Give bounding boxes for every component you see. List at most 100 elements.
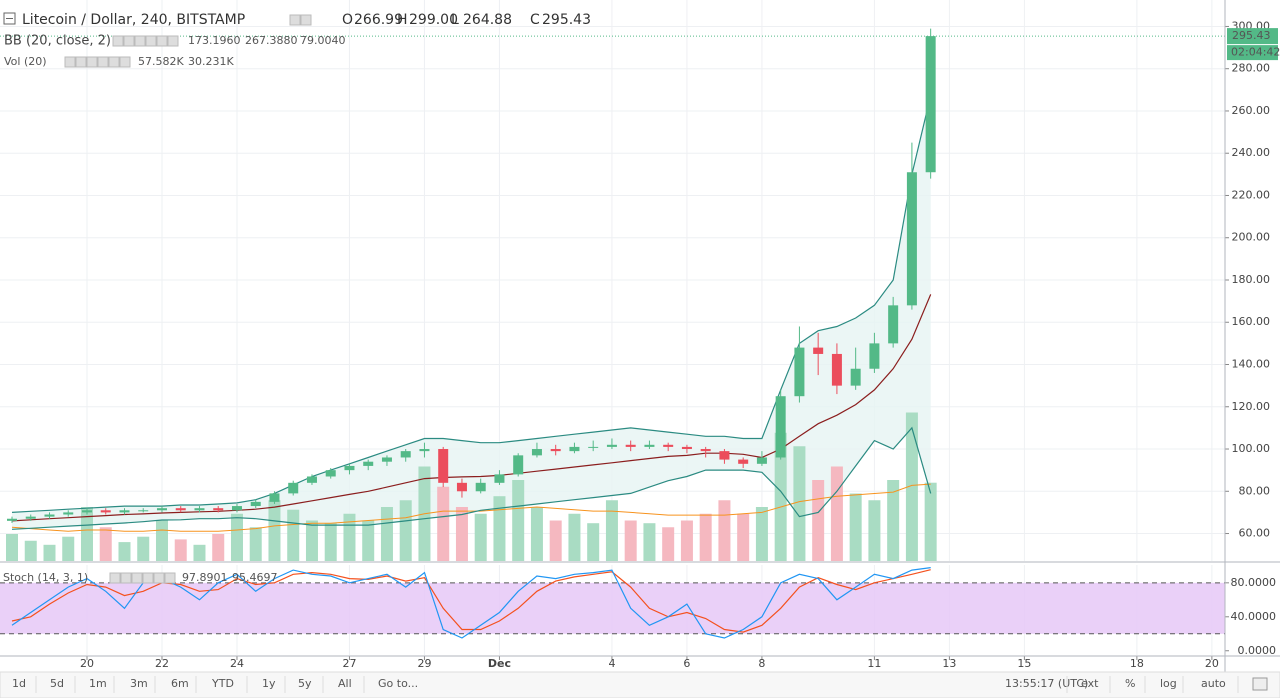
y-tick-label: 260.00 — [1232, 104, 1271, 117]
option-button[interactable]: ext — [1081, 677, 1099, 690]
legend-icon[interactable] — [145, 35, 157, 47]
candle-body — [663, 444, 674, 447]
y-tick-label: 0.0000 — [1238, 644, 1277, 657]
x-tick-label: 27 — [342, 657, 356, 670]
legend-icon[interactable] — [289, 14, 301, 26]
volume-bar — [287, 509, 300, 561]
volume-bar — [99, 527, 112, 561]
candle-body — [269, 493, 280, 502]
range-button[interactable]: 1m — [89, 677, 107, 690]
stoch-title: Stoch (14, 3, 1) — [3, 571, 88, 584]
range-button[interactable]: YTD — [211, 677, 234, 690]
legend-icon[interactable] — [86, 56, 98, 68]
x-tick-label: Dec — [488, 657, 511, 670]
volume-bar — [924, 482, 937, 561]
legend-icon[interactable] — [164, 572, 176, 584]
y-tick-label: 120.00 — [1232, 400, 1271, 413]
x-tick-label: 20 — [1205, 657, 1219, 670]
volume-bar — [80, 507, 93, 561]
stoch-value: 97.8901 — [182, 571, 228, 584]
x-tick-label: 24 — [230, 657, 244, 670]
volume-bar — [305, 520, 318, 561]
volume-bar — [268, 500, 281, 561]
y-tick-label: 100.00 — [1232, 442, 1271, 455]
option-button[interactable]: % — [1125, 677, 1135, 690]
legend-icon[interactable] — [167, 35, 179, 47]
volume-bar — [43, 544, 56, 561]
legend-icon[interactable] — [123, 35, 135, 47]
range-button[interactable]: 3m — [130, 677, 148, 690]
ohlc-label: H — [397, 12, 408, 28]
legend-icon[interactable] — [300, 14, 312, 26]
candle-body — [756, 457, 767, 464]
candle-body — [438, 449, 449, 483]
countdown-tag — [1227, 45, 1278, 61]
option-button[interactable]: log — [1160, 677, 1177, 690]
volume-bar — [512, 480, 525, 561]
volume-bar — [680, 520, 693, 561]
candle-body — [494, 474, 505, 483]
range-button[interactable]: 5d — [50, 677, 64, 690]
legend-icon[interactable] — [64, 56, 76, 68]
ohlc-label: C — [530, 12, 540, 28]
candle-body — [306, 476, 317, 483]
legend-icon[interactable] — [109, 572, 121, 584]
legend-icon[interactable] — [134, 35, 146, 47]
option-button[interactable]: auto — [1201, 677, 1226, 690]
bb-value: 267.3880 — [245, 34, 298, 47]
volume-bar — [699, 513, 712, 561]
range-button[interactable]: 6m — [171, 677, 189, 690]
volume-bar — [118, 542, 131, 561]
x-tick-label: 4 — [608, 657, 615, 670]
legend-icon[interactable] — [75, 56, 87, 68]
volume-bar — [755, 507, 768, 561]
legend-icon[interactable] — [112, 35, 124, 47]
volume-bar — [5, 534, 18, 561]
legend-icon[interactable] — [119, 56, 131, 68]
range-button[interactable]: 1y — [262, 677, 276, 690]
candle-body — [363, 461, 374, 466]
candle-body — [344, 465, 355, 471]
legend-icon[interactable] — [108, 56, 120, 68]
bb-value: 173.1960 — [188, 34, 241, 47]
candle-body — [550, 449, 561, 452]
candle-body — [869, 343, 880, 369]
goto-button[interactable]: Go to... — [378, 677, 418, 690]
candle-body — [119, 510, 130, 513]
stoch-band — [0, 582, 1225, 634]
range-button[interactable]: 5y — [298, 677, 312, 690]
candle-body — [606, 444, 617, 447]
ohlc-label: O — [342, 12, 353, 28]
ohlc-value: 299.00 — [409, 12, 458, 28]
legend-icon[interactable] — [131, 572, 143, 584]
volume-bar — [662, 527, 675, 561]
x-tick-label: 13 — [942, 657, 956, 670]
volume-bar — [830, 466, 843, 561]
volume-bar — [812, 480, 825, 561]
price-tag-label: 295.43 — [1232, 29, 1271, 42]
candle-body — [381, 457, 392, 462]
legend-icon[interactable] — [120, 572, 132, 584]
y-tick-label: 140.00 — [1232, 358, 1271, 371]
settings-icon[interactable] — [1252, 677, 1268, 691]
legend-icon[interactable] — [153, 572, 165, 584]
candle-body — [288, 482, 299, 494]
candle-body — [475, 482, 486, 492]
range-button[interactable]: All — [338, 677, 352, 690]
volume-bar — [605, 500, 618, 561]
range-button[interactable]: 1d — [12, 677, 26, 690]
candle-body — [888, 305, 899, 344]
y-tick-label: 80.00 — [1239, 484, 1271, 497]
legend-icon[interactable] — [156, 35, 168, 47]
legend-icon[interactable] — [142, 572, 154, 584]
candle-body — [831, 353, 842, 386]
bb-title: BB (20, close, 2) — [4, 34, 111, 49]
candle-body — [100, 510, 111, 513]
legend-icon[interactable] — [97, 56, 109, 68]
volume-bar — [493, 496, 506, 561]
candle-body — [400, 451, 411, 458]
candle-body — [156, 508, 167, 511]
volume-bar — [174, 539, 187, 561]
x-tick-label: 15 — [1017, 657, 1031, 670]
candle-body — [325, 470, 336, 477]
